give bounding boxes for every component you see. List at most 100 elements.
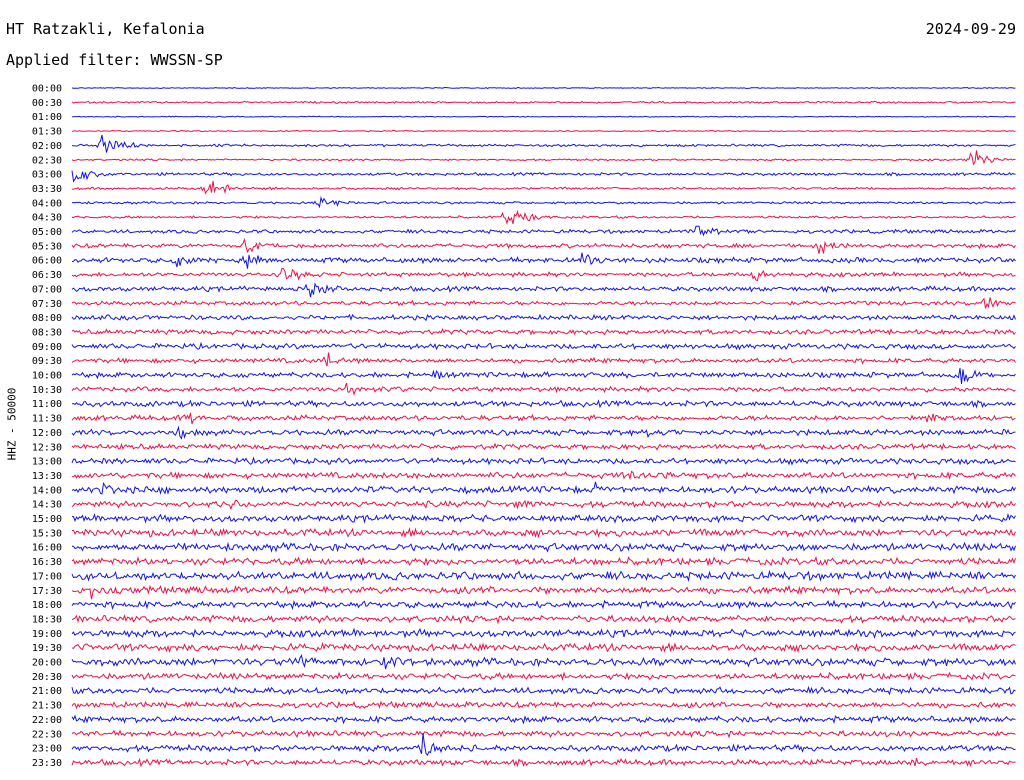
time-label: 18:30: [32, 614, 62, 625]
time-label: 17:00: [32, 571, 62, 582]
seismic-trace: [71, 412, 1016, 425]
seismic-trace: [71, 671, 1016, 682]
time-label: 08:00: [32, 313, 62, 324]
seismic-trace: [71, 714, 1016, 725]
seismic-trace: [71, 757, 1016, 768]
seismic-trace: [71, 654, 1016, 670]
seismic-trace: [71, 282, 1016, 298]
time-label: 16:00: [32, 543, 62, 554]
time-label: 09:30: [32, 356, 62, 367]
seismic-trace: [71, 150, 1016, 166]
time-label: 11:30: [32, 414, 62, 425]
time-label: 07:00: [32, 284, 62, 295]
seismic-trace: [71, 512, 1016, 524]
time-label: 13:30: [32, 471, 62, 482]
time-label: 13:00: [32, 457, 62, 468]
time-label: 03:00: [32, 170, 62, 181]
seismic-trace: [72, 541, 1016, 553]
seismic-trace: [71, 584, 1016, 600]
time-label: 21:30: [32, 701, 62, 712]
seismic-trace: [71, 170, 1016, 183]
time-label: 22:00: [32, 715, 62, 726]
time-label: 20:30: [32, 672, 62, 683]
seismic-trace: [71, 352, 1016, 367]
time-label: 00:30: [32, 98, 62, 109]
time-label: 04:00: [32, 198, 62, 209]
seismic-trace: [71, 367, 1016, 384]
time-label: 00:00: [32, 84, 62, 95]
time-label: 04:30: [32, 213, 62, 224]
seismic-trace: [71, 499, 1016, 511]
seismic-trace: [71, 733, 1016, 757]
time-label: 10:00: [32, 371, 62, 382]
seismic-trace: [71, 115, 1016, 118]
trace-group: [71, 86, 1016, 768]
seismic-trace: [71, 237, 1016, 254]
time-label: 15:30: [32, 528, 62, 539]
time-label: 06:30: [32, 270, 62, 281]
seismic-trace: [71, 470, 1016, 481]
seismic-trace: [71, 252, 1016, 269]
seismic-trace: [71, 569, 1016, 583]
time-label: 10:30: [32, 385, 62, 396]
time-label: 15:00: [32, 514, 62, 525]
seismic-trace: [71, 267, 1016, 282]
station-title: HT Ratzakli, Kefalonia: [6, 20, 205, 38]
seismic-trace: [71, 195, 1016, 209]
seismic-trace: [71, 382, 1016, 396]
time-label-group: 00:00 00:30 01:00 01:30 02:00 02:30 03:00 03:30…: [32, 84, 62, 769]
seismic-trace: [71, 481, 1016, 495]
time-label: 20:00: [32, 658, 62, 669]
time-label: 19:30: [32, 643, 62, 654]
time-label: 12:30: [32, 442, 62, 453]
seismic-trace: [71, 685, 1016, 696]
date-label: 2024-09-29: [925, 20, 1016, 38]
seismic-trace: [71, 599, 1016, 611]
time-label: 05:00: [32, 227, 62, 238]
seismic-trace: [71, 297, 1016, 309]
time-label: 12:00: [32, 428, 62, 439]
time-label: 16:30: [32, 557, 62, 568]
time-label: 03:30: [32, 184, 62, 195]
time-label: 09:00: [32, 342, 62, 353]
time-label: 08:30: [32, 327, 62, 338]
seismic-trace: [71, 210, 1016, 226]
time-label: 23:00: [32, 744, 62, 755]
seismic-trace: [71, 555, 1016, 567]
time-label: 02:00: [32, 141, 62, 152]
seismic-trace: [71, 341, 1016, 351]
time-label: 11:00: [32, 399, 62, 410]
time-label: 06:00: [32, 256, 62, 267]
seismic-trace: [71, 134, 1016, 153]
seismic-trace: [71, 313, 1016, 322]
time-label: 23:30: [32, 758, 62, 769]
time-label: 01:00: [32, 112, 62, 123]
seismic-trace: [71, 399, 1016, 409]
seismic-trace: [71, 627, 1016, 639]
seismic-trace: [71, 641, 1016, 654]
seismic-trace: [71, 729, 1016, 739]
time-label: 17:30: [32, 586, 62, 597]
time-label: 05:30: [32, 241, 62, 252]
seismic-trace: [71, 614, 1016, 625]
time-label: 21:00: [32, 686, 62, 697]
time-label: 22:30: [32, 729, 62, 740]
time-label: 19:00: [32, 629, 62, 640]
seismic-trace: [71, 328, 1016, 336]
time-label: 14:00: [32, 485, 62, 496]
filter-label: Applied filter: WWSSN-SP: [6, 51, 223, 69]
time-label: 07:30: [32, 299, 62, 310]
seismic-trace: [71, 442, 1016, 451]
seismic-trace: [71, 456, 1016, 466]
time-label: 18:00: [32, 600, 62, 611]
seismic-trace: [71, 700, 1016, 710]
time-label: 01:30: [32, 127, 62, 138]
seismic-trace: [71, 86, 1016, 90]
seismic-trace: [71, 129, 1016, 133]
seismic-trace: [71, 425, 1016, 440]
seismic-trace: [71, 180, 1016, 195]
time-label: 14:30: [32, 500, 62, 511]
seismic-trace: [71, 100, 1016, 105]
time-label: 02:30: [32, 155, 62, 166]
